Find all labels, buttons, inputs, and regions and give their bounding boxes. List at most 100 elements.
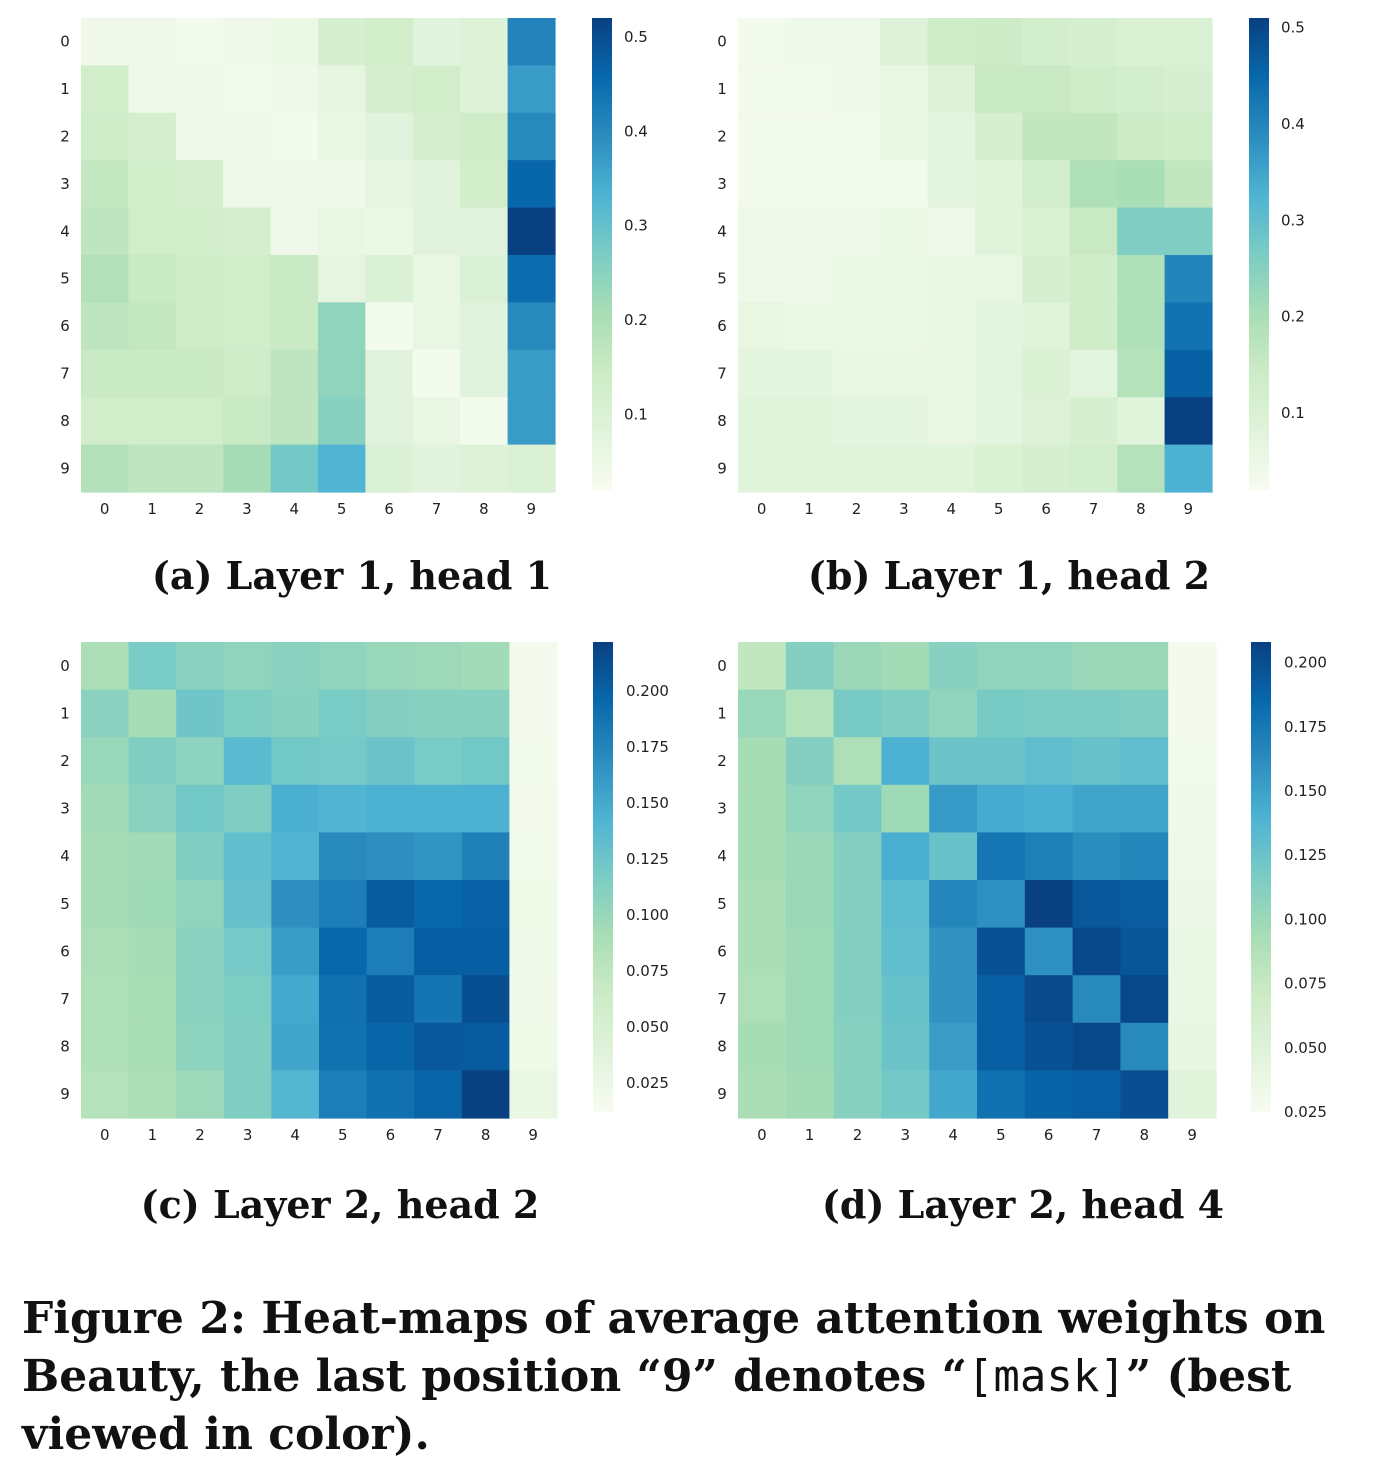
heatmap-cell-8-5 bbox=[977, 1022, 1026, 1071]
colorbar-tick-label: 0.100 bbox=[626, 906, 669, 924]
heatmap-cell-5-8 bbox=[460, 255, 509, 303]
heatmap-cell-1-4 bbox=[927, 65, 976, 114]
colorbar-tick-label: 0.1 bbox=[1281, 404, 1305, 422]
heatmap-cell-3-1 bbox=[128, 784, 177, 833]
y-tick-label: 3 bbox=[717, 175, 727, 193]
heatmap-cell-3-2 bbox=[175, 160, 224, 209]
heatmap-cell-5-6 bbox=[366, 880, 415, 929]
y-tick-label: 2 bbox=[717, 752, 727, 770]
heatmap-cell-5-6 bbox=[1022, 255, 1071, 303]
heatmap-cell-7-0 bbox=[81, 349, 129, 398]
heatmap-cell-8-3 bbox=[223, 397, 272, 446]
figure-caption-text: Figure 2: Heat-maps of average attention… bbox=[22, 1293, 1326, 1402]
x-tick-label: 9 bbox=[527, 500, 537, 518]
heatmap-cell-5-7 bbox=[414, 880, 463, 929]
heatmap-cell-4-6 bbox=[1022, 207, 1071, 256]
colorbar-tick-label: 0.050 bbox=[1284, 1039, 1327, 1057]
heatmap-cell-6-4 bbox=[271, 927, 320, 976]
heatmap-cell-9-7 bbox=[412, 444, 461, 493]
heatmap-cell-7-5 bbox=[319, 975, 368, 1024]
heatmap-cell-6-1 bbox=[785, 302, 834, 351]
heatmap-cell-4-7 bbox=[414, 832, 463, 881]
y-tick-label: 3 bbox=[60, 175, 70, 193]
heatmap-cell-8-2 bbox=[176, 1022, 225, 1071]
heatmap-cell-2-8 bbox=[1120, 737, 1169, 786]
heatmap-cell-4-5 bbox=[318, 207, 366, 256]
heatmap-cell-9-0 bbox=[81, 1070, 130, 1119]
heatmap-cell-0-4 bbox=[929, 642, 978, 691]
heatmap-cell-2-5 bbox=[977, 737, 1026, 786]
heatmap-cell-8-0 bbox=[738, 1022, 787, 1071]
heatmap-cell-7-5 bbox=[977, 975, 1026, 1024]
heatmap-cell-7-1 bbox=[785, 349, 834, 398]
heatmap-cell-9-3 bbox=[881, 1070, 930, 1119]
heatmap-cell-0-6 bbox=[1022, 18, 1071, 66]
heatmap-cell-1-7 bbox=[414, 689, 463, 738]
heatmap-cell-5-7 bbox=[1072, 880, 1121, 929]
heatmap-cell-1-4 bbox=[271, 689, 320, 738]
heatmap-cell-9-8 bbox=[460, 444, 509, 493]
heatmap-cell-6-5 bbox=[319, 927, 368, 976]
colorbar-tick-label: 0.075 bbox=[626, 962, 669, 980]
y-tick-label: 2 bbox=[717, 128, 727, 146]
heatmap-cell-8-9 bbox=[1164, 397, 1213, 446]
heatmap-cell-2-4 bbox=[270, 112, 319, 161]
heatmap-cell-4-1 bbox=[128, 832, 177, 881]
heatmap-cell-3-8 bbox=[1120, 784, 1169, 833]
heatmap-cell-2-0 bbox=[738, 737, 787, 786]
heatmap-cell-5-3 bbox=[223, 255, 272, 303]
heatmap-cell-6-2 bbox=[832, 302, 881, 351]
heatmap-cell-5-5 bbox=[318, 255, 366, 303]
heatmap-cell-3-3 bbox=[223, 160, 272, 209]
x-tick-label: 4 bbox=[948, 1126, 958, 1144]
heatmap-cell-3-9 bbox=[509, 784, 558, 833]
heatmap-cell-0-9 bbox=[1168, 642, 1217, 691]
heatmap-cell-8-7 bbox=[1072, 1022, 1121, 1071]
x-tick-label: 0 bbox=[757, 1126, 767, 1144]
heatmap-cell-9-0 bbox=[738, 1070, 787, 1119]
x-tick-label: 6 bbox=[386, 1126, 396, 1144]
heatmap-cell-0-4 bbox=[927, 18, 976, 66]
heatmap-cell-2-6 bbox=[365, 112, 414, 161]
heatmap-cell-5-9 bbox=[1168, 880, 1217, 929]
heatmap-cell-7-7 bbox=[1069, 349, 1118, 398]
colorbar-tick-label: 0.1 bbox=[624, 405, 648, 423]
heatmap-cell-2-2 bbox=[833, 737, 882, 786]
heatmap-cell-7-6 bbox=[1024, 975, 1074, 1024]
heatmap-cell-5-3 bbox=[880, 255, 929, 303]
heatmap-cell-6-8 bbox=[461, 927, 510, 976]
heatmap-cell-9-7 bbox=[1072, 1070, 1121, 1119]
heatmap-cell-1-2 bbox=[832, 65, 881, 114]
heatmap-cell-0-2 bbox=[832, 18, 881, 66]
heatmap-cell-2-1 bbox=[128, 737, 177, 786]
heatmap-cell-7-6 bbox=[366, 975, 415, 1024]
colorbar-tick-label: 0.2 bbox=[1281, 308, 1305, 326]
subcaption-a: (a) Layer 1, head 1 bbox=[151, 553, 553, 598]
x-tick-label: 4 bbox=[290, 1126, 300, 1144]
x-tick-label: 4 bbox=[947, 500, 957, 518]
heatmap-cell-6-3 bbox=[880, 302, 929, 351]
heatmap-cell-3-2 bbox=[833, 784, 882, 833]
heatmap-cell-8-8 bbox=[461, 1022, 510, 1071]
heatmap-cell-6-9 bbox=[1164, 302, 1213, 351]
heatmap-cell-9-4 bbox=[270, 444, 319, 493]
heatmap-cell-8-7 bbox=[1069, 397, 1118, 446]
heatmap-cell-0-6 bbox=[366, 642, 415, 691]
heatmap-panel-c: 0 1 2 3 4 5 6 7 8 9 0 1 2 3 4 5 6 7 8 9 0.025 0.050 0.075 0.100… bbox=[0, 630, 700, 1164]
y-tick-label: 5 bbox=[60, 270, 70, 288]
heatmap-cell-7-4 bbox=[927, 349, 976, 398]
heatmap-cell-8-0 bbox=[81, 397, 129, 446]
heatmap-cell-9-5 bbox=[319, 1070, 368, 1119]
heatmap-cell-4-5 bbox=[975, 207, 1023, 256]
heatmap-cell-4-6 bbox=[365, 207, 414, 256]
heatmap-cell-6-3 bbox=[881, 927, 930, 976]
x-tick-label: 6 bbox=[384, 500, 394, 518]
x-tick-label: 7 bbox=[1092, 1126, 1102, 1144]
heatmap-cell-8-6 bbox=[366, 1022, 415, 1071]
heatmap-cell-0-7 bbox=[412, 18, 461, 66]
heatmap-cell-9-6 bbox=[365, 444, 414, 493]
heatmap-cell-0-3 bbox=[880, 18, 929, 66]
heatmap-cell-7-8 bbox=[1117, 349, 1166, 398]
heatmap-cell-5-3 bbox=[223, 880, 272, 929]
heatmap-cell-6-9 bbox=[507, 302, 556, 351]
